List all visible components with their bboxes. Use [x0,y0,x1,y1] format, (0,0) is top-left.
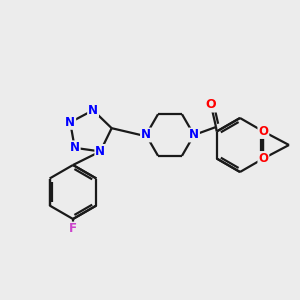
Text: N: N [95,145,105,158]
Text: N: N [65,116,75,129]
Text: O: O [258,125,268,138]
Text: F: F [69,223,77,236]
Text: O: O [258,152,268,165]
Text: N: N [70,141,80,154]
Text: N: N [141,128,151,142]
Text: N: N [88,104,98,117]
Text: N: N [189,128,199,142]
Text: O: O [206,98,216,112]
